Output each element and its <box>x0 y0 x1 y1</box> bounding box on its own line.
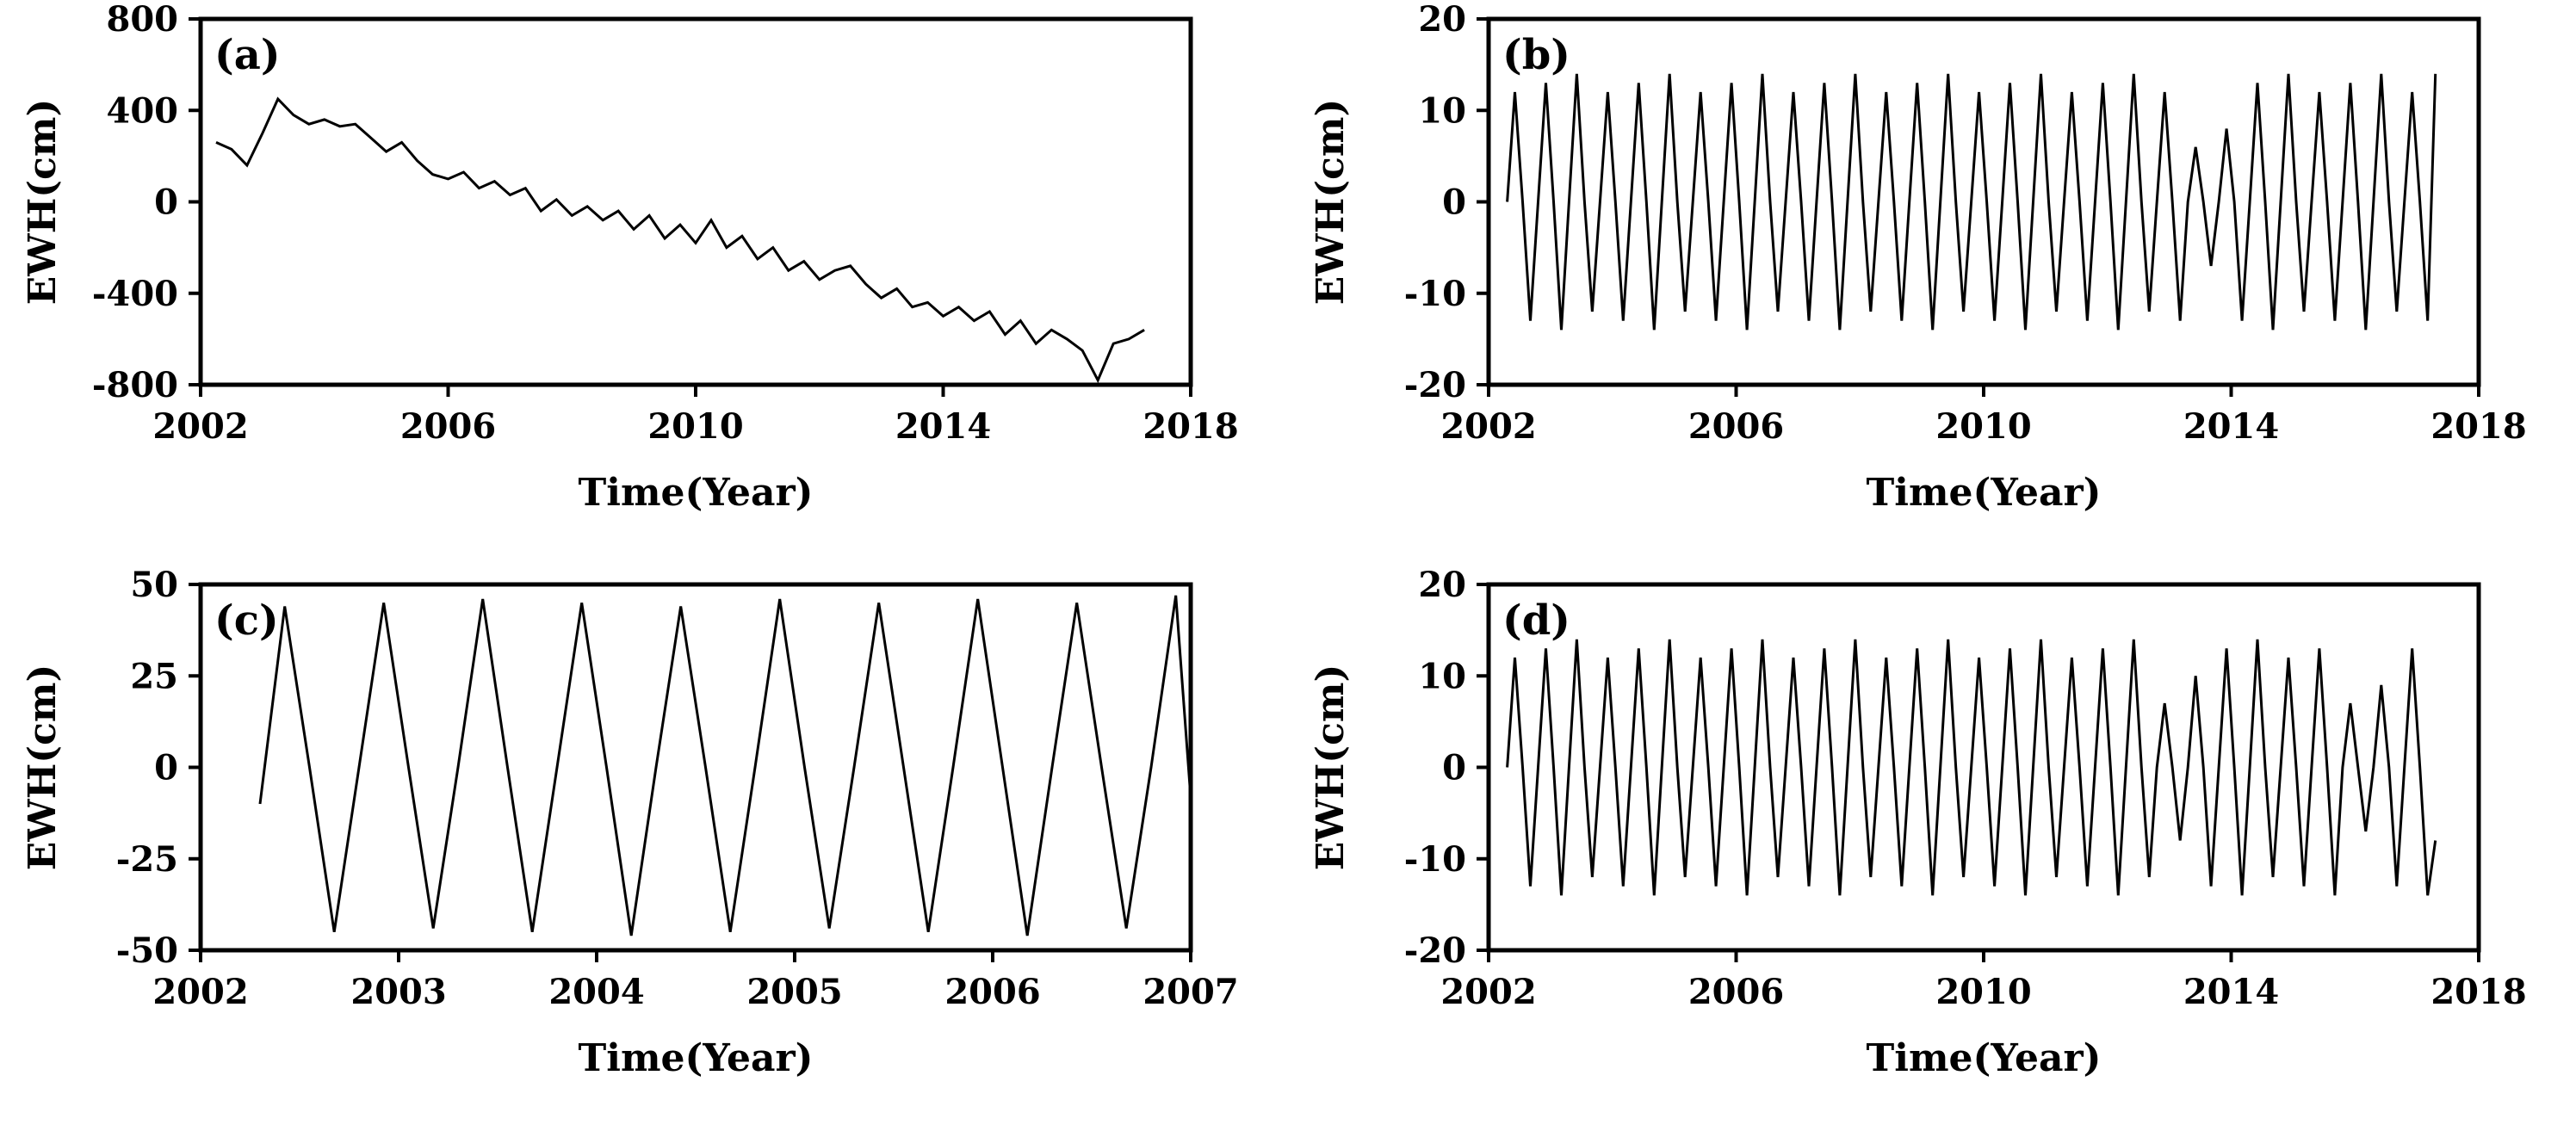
chart-canvas-c: 2002 2003 2004 2005 2006 2007 -50 -25 0 25 50 Time(… <box>21 569 1239 1080</box>
y-tick-label: 0 <box>154 182 178 222</box>
panel-d: 2002 2006 2010 2014 2018 -20 -10 0 10 20 Time(Year… <box>1288 566 2576 1131</box>
chart-canvas-d: 2002 2006 2010 2014 2018 -20 -10 0 10 20 Time(Year… <box>1309 569 2527 1080</box>
y-tick-label: -400 <box>92 273 178 313</box>
x-tick-label: 2014 <box>895 406 991 447</box>
x-axis-label: Time(Year) <box>579 471 814 515</box>
x-tick-label: 2010 <box>1935 406 2031 447</box>
y-tick-label: 20 <box>1418 569 1466 605</box>
x-tick-label: 2006 <box>1688 972 1784 1012</box>
x-tick-label: 2018 <box>2430 972 2526 1012</box>
panel-b: 2002 2006 2010 2014 2018 -20 -10 0 10 20 Time(Year… <box>1288 0 2576 566</box>
x-axis-label: Time(Year) <box>1867 471 2102 515</box>
chart-canvas-a: 2002 2006 2010 2014 2018 -800 -400 0 400 800 Time(… <box>21 3 1239 515</box>
x-tick-label: 2010 <box>647 406 743 447</box>
y-tick-label: 0 <box>1442 182 1466 222</box>
panel-a: 2002 2006 2010 2014 2018 -800 -400 0 400 800 Time(… <box>0 0 1288 566</box>
panel-letter-c: (c) <box>214 596 279 645</box>
y-tick-label: -20 <box>1404 930 1466 971</box>
x-tick-label: 2003 <box>350 972 446 1012</box>
y-axis-label: EWH(cm) <box>21 664 65 870</box>
panel-c: 2002 2003 2004 2005 2006 2007 -50 -25 0 25 50 Time(… <box>0 566 1288 1131</box>
plot-frame-d <box>1486 582 2481 952</box>
x-tick-label: 2014 <box>2183 972 2279 1012</box>
y-axis-label: EWH(cm) <box>1309 664 1353 870</box>
y-tick-label: -10 <box>1404 838 1466 879</box>
y-tick-label: -50 <box>116 930 178 971</box>
y-tick-label: -10 <box>1404 273 1466 313</box>
plot-frame-a <box>198 16 1193 386</box>
panel-letter-d: (d) <box>1502 596 1570 645</box>
x-axis-label: Time(Year) <box>1867 1036 2102 1080</box>
y-tick-label: 0 <box>154 747 178 788</box>
y-tick-label: 10 <box>1418 90 1466 131</box>
panel-letter-b: (b) <box>1502 31 1570 79</box>
y-axis-label: EWH(cm) <box>21 98 65 305</box>
x-tick-label: 2010 <box>1935 972 2031 1012</box>
x-axis-label: Time(Year) <box>579 1036 814 1080</box>
y-axis-label: EWH(cm) <box>1309 98 1353 305</box>
series-line-ewh-seasonal-zoom <box>258 595 1191 936</box>
series-line-ewh-trend <box>215 96 1145 383</box>
y-tick-label: 25 <box>130 656 178 696</box>
series-line-ewh-seasonal <box>1506 73 2437 330</box>
y-tick-label: 50 <box>130 569 178 605</box>
panel-letter-a: (a) <box>214 31 281 79</box>
chart-canvas-b: 2002 2006 2010 2014 2018 -20 -10 0 10 20 Time(Year… <box>1309 3 2527 515</box>
x-tick-label: 2004 <box>548 972 644 1012</box>
y-tick-label: -20 <box>1404 365 1466 405</box>
y-tick-label: 20 <box>1418 3 1466 40</box>
y-tick-label: -800 <box>92 365 178 405</box>
y-tick-label: 10 <box>1418 656 1466 696</box>
x-tick-label: 2002 <box>1440 972 1536 1012</box>
plot-frame-c <box>198 582 1193 952</box>
x-tick-label: 2018 <box>1142 406 1238 447</box>
x-tick-label: 2006 <box>944 972 1040 1012</box>
x-tick-label: 2006 <box>1688 406 1784 447</box>
y-tick-label: -25 <box>116 838 178 879</box>
x-tick-label: 2002 <box>152 972 248 1012</box>
x-tick-label: 2007 <box>1142 972 1238 1012</box>
y-tick-label: 400 <box>107 90 179 131</box>
y-tick-label: 800 <box>107 3 179 40</box>
series-line-ewh-combined-seasonal <box>1506 639 2437 896</box>
x-tick-label: 2014 <box>2183 406 2279 447</box>
plot-frame-b <box>1486 16 2481 386</box>
x-tick-label: 2005 <box>746 972 842 1012</box>
x-tick-label: 2018 <box>2430 406 2526 447</box>
y-tick-label: 0 <box>1442 747 1466 788</box>
x-tick-label: 2002 <box>1440 406 1536 447</box>
x-tick-label: 2006 <box>400 406 496 447</box>
x-tick-label: 2002 <box>152 406 248 447</box>
